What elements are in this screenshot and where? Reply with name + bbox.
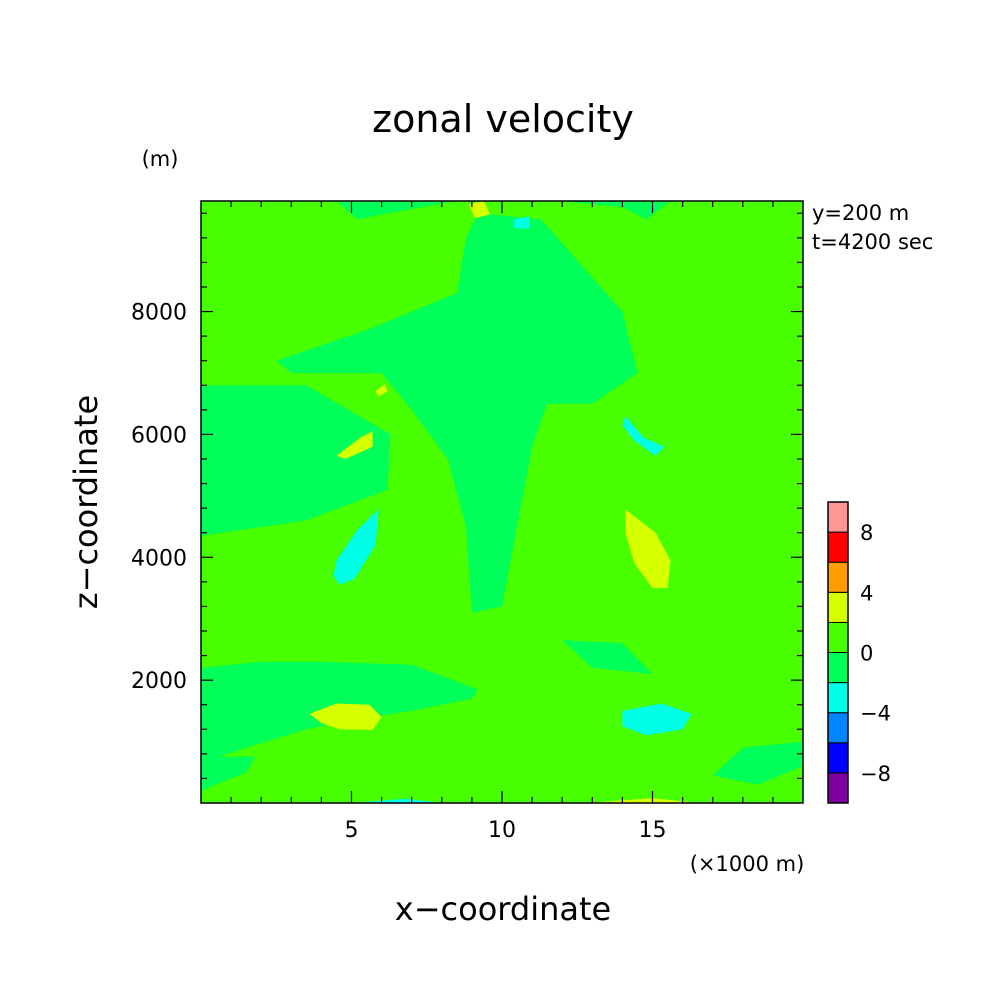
axis-ticks: 5 10 15 2000 4000 6000 8000 [131,201,803,843]
colorbar-label: −4 [860,702,891,726]
contour-region [532,416,668,521]
contour-region [514,216,530,229]
contour-region [502,606,803,803]
contour-region [375,384,388,397]
y-tick-label: 2000 [131,669,187,694]
contour-region [201,756,256,791]
colorbar-swatch [827,501,849,533]
y-tick-label: 8000 [131,301,187,326]
contour-region [333,509,379,585]
contour-region [351,798,442,803]
colorbar-label: 8 [860,521,873,545]
colorbar-label: −8 [860,762,891,786]
contour-region [712,741,803,785]
colorbar: 8 4 0 −4 −8 [827,501,891,804]
colorbar-swatch [827,561,849,593]
x-tick-label: 5 [345,818,359,843]
colorbar-label: 0 [860,642,873,666]
colorbar-swatch [827,742,849,774]
x-axis-label: x−coordinate [395,890,611,928]
contour-region [622,703,692,736]
contour-region [468,201,490,219]
colorbar-swatch [827,652,849,684]
colorbar-swatch [827,591,849,623]
contour-region [276,213,638,613]
contour-region [586,798,698,803]
colorbar-swatch [827,621,849,654]
info-line-t: t=4200 sec [812,230,933,254]
contour-region [625,509,671,588]
colorbar-swatch [827,712,849,744]
colorbar-swatch [827,531,849,563]
colorbar-swatch [827,772,849,804]
y-axis-label: z−coordinate [67,395,105,609]
contour-region [309,703,382,730]
colorbar-swatch [827,682,849,714]
contour-region [562,640,653,674]
contour-regions [201,201,803,803]
contour-region [622,416,665,456]
colorbar-frame [827,501,849,804]
info-line-y: y=200 m [812,201,909,225]
x-tick-label: 10 [488,818,516,843]
chart-title: zonal velocity [372,97,634,141]
y-tick-label: 6000 [131,423,187,448]
contour-region [336,431,373,459]
y-tick-label: 4000 [131,546,187,571]
x-tick-label: 15 [639,818,667,843]
x-unit-label: (×1000 m) [690,852,805,876]
colorbar-label: 4 [860,581,873,605]
y-unit-label: (m) [142,147,179,171]
